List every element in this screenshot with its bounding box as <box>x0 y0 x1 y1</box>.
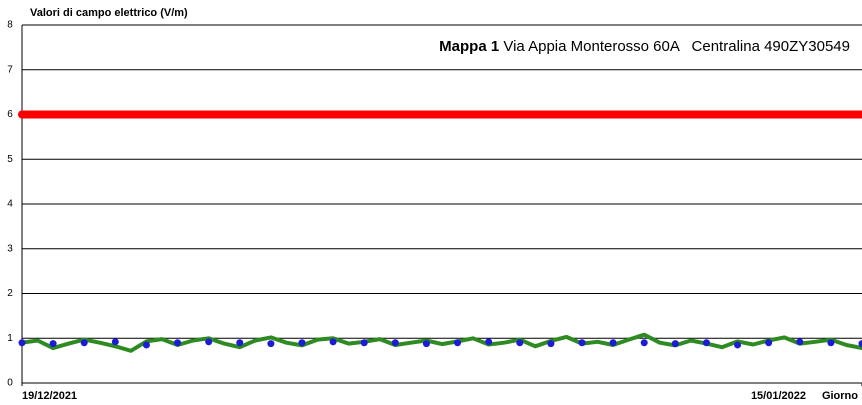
marker <box>236 339 244 347</box>
y-tick-label: 8 <box>7 20 13 31</box>
marker <box>578 339 586 347</box>
marker <box>267 340 275 348</box>
marker <box>796 338 804 346</box>
y-tick-label: 3 <box>7 243 13 254</box>
y-tick-label: 4 <box>7 199 13 210</box>
marker <box>174 339 182 347</box>
marker <box>80 339 88 347</box>
y-tick-label: 7 <box>7 64 13 75</box>
marker <box>205 338 213 346</box>
marker <box>702 339 710 347</box>
annotation-text: Via Appia Monterosso 60A Centralina 490Z… <box>503 38 850 55</box>
marker <box>640 339 648 347</box>
chart-title: Valori di campo elettrico (V/m) <box>30 7 188 19</box>
marker <box>734 341 742 349</box>
marker <box>858 340 862 348</box>
y-tick-label: 1 <box>7 333 13 344</box>
x-tick-label: 19/12/2021 <box>22 390 77 402</box>
marker <box>391 339 399 347</box>
marker <box>49 340 57 348</box>
annotation: Mappa 1 Via Appia Monterosso 60A Central… <box>439 38 850 55</box>
y-tick-label: 2 <box>7 288 13 299</box>
marker <box>485 338 493 346</box>
marker <box>765 339 773 347</box>
marker <box>516 339 524 347</box>
annotation-bold: Mappa 1 <box>439 38 499 55</box>
marker <box>142 341 150 349</box>
marker <box>547 340 555 348</box>
marker <box>422 340 430 348</box>
marker <box>111 338 119 346</box>
y-tick-label: 5 <box>7 154 13 165</box>
marker <box>329 338 337 346</box>
y-tick-label: 6 <box>7 109 13 120</box>
marker <box>609 339 617 347</box>
marker <box>827 339 835 347</box>
marker <box>360 339 368 347</box>
y-tick-label: 0 <box>7 378 13 389</box>
marker <box>454 339 462 347</box>
marker <box>18 339 26 347</box>
x-axis-label: Giorno <box>822 390 858 402</box>
x-tick-label: 15/01/2022 <box>751 390 806 402</box>
series-line <box>20 332 862 353</box>
marker <box>671 340 679 348</box>
marker <box>298 339 306 347</box>
